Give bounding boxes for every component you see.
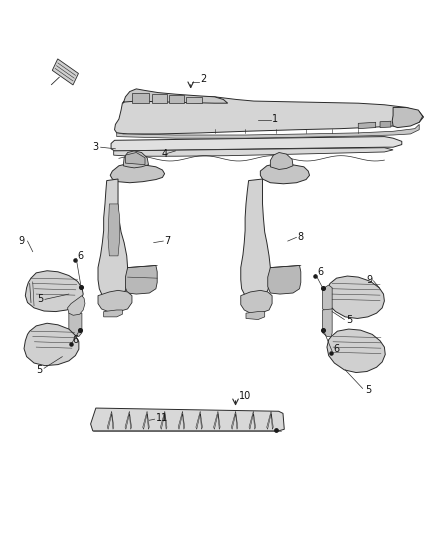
Point: [76, 326, 83, 334]
Text: 4: 4: [162, 149, 168, 159]
Polygon shape: [231, 411, 238, 429]
Polygon shape: [196, 411, 202, 429]
Polygon shape: [98, 290, 132, 312]
Polygon shape: [107, 411, 114, 429]
Text: 5: 5: [365, 384, 371, 394]
Polygon shape: [327, 276, 385, 318]
Polygon shape: [69, 313, 82, 336]
Polygon shape: [117, 124, 419, 138]
Polygon shape: [25, 271, 83, 312]
Polygon shape: [125, 265, 157, 294]
Polygon shape: [322, 309, 332, 336]
Text: 7: 7: [165, 236, 171, 246]
Text: 5: 5: [36, 365, 42, 375]
Text: 5: 5: [37, 294, 43, 304]
Polygon shape: [24, 323, 79, 366]
Polygon shape: [125, 152, 145, 165]
Polygon shape: [91, 408, 284, 431]
Polygon shape: [322, 285, 332, 312]
Polygon shape: [104, 310, 122, 317]
Text: 6: 6: [72, 335, 78, 345]
Polygon shape: [111, 136, 402, 151]
Polygon shape: [123, 89, 228, 103]
Point: [319, 284, 326, 292]
Point: [319, 326, 326, 334]
Text: 10: 10: [239, 391, 251, 401]
Text: 5: 5: [346, 314, 352, 325]
Polygon shape: [392, 108, 423, 127]
Text: 9: 9: [366, 274, 372, 285]
Polygon shape: [110, 163, 165, 183]
Polygon shape: [123, 151, 148, 168]
Polygon shape: [270, 152, 293, 169]
Polygon shape: [249, 411, 255, 429]
Polygon shape: [143, 411, 149, 429]
Text: 1: 1: [272, 114, 278, 124]
Polygon shape: [115, 96, 424, 134]
Polygon shape: [152, 94, 167, 103]
Text: 9: 9: [18, 236, 24, 246]
Polygon shape: [160, 411, 167, 429]
Polygon shape: [98, 179, 127, 301]
Text: 3: 3: [93, 142, 99, 152]
Polygon shape: [114, 148, 393, 156]
Point: [78, 282, 85, 291]
Point: [311, 272, 318, 280]
Polygon shape: [186, 97, 201, 103]
Polygon shape: [380, 121, 391, 127]
Polygon shape: [169, 95, 184, 103]
Polygon shape: [327, 329, 385, 373]
Point: [67, 340, 74, 348]
Text: 6: 6: [333, 344, 339, 354]
Polygon shape: [241, 179, 270, 301]
Text: 6: 6: [317, 267, 323, 277]
Text: 11: 11: [156, 413, 168, 423]
Polygon shape: [125, 411, 131, 429]
Polygon shape: [241, 290, 272, 313]
Polygon shape: [246, 312, 265, 319]
Point: [273, 425, 280, 434]
Polygon shape: [358, 122, 376, 128]
FancyBboxPatch shape: [52, 59, 78, 85]
Point: [328, 349, 335, 357]
Polygon shape: [268, 265, 301, 294]
Text: 6: 6: [78, 251, 84, 261]
Polygon shape: [214, 411, 220, 429]
Polygon shape: [108, 204, 120, 256]
Point: [72, 256, 79, 264]
Text: 8: 8: [297, 232, 304, 243]
Polygon shape: [260, 163, 310, 184]
Polygon shape: [132, 93, 149, 103]
Polygon shape: [178, 411, 185, 429]
Text: 2: 2: [201, 74, 207, 84]
Polygon shape: [267, 411, 273, 429]
Polygon shape: [67, 296, 85, 316]
